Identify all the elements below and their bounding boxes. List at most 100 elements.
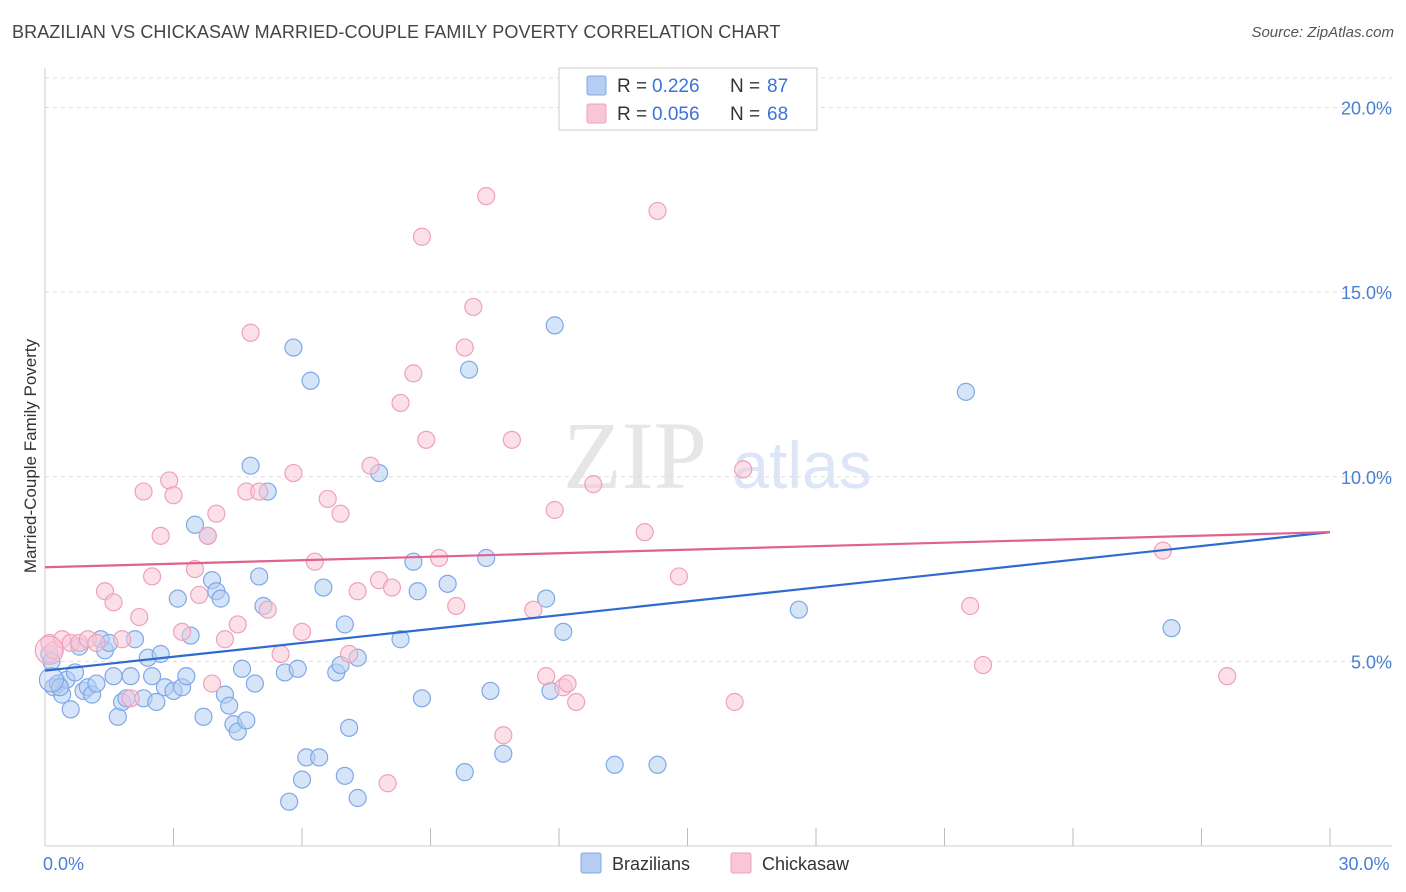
correlation-legend: R = 0.226 N = 87 R = 0.056 N = 68 [558, 67, 818, 131]
chickasaw-point [207, 504, 226, 523]
brazilians-point [168, 589, 187, 608]
chickasaw-point [112, 630, 132, 649]
watermark-atlas: atlas [732, 428, 871, 502]
series-label-chickasaw: Chickasaw [762, 854, 850, 874]
brazilians-point [477, 548, 496, 568]
chickasaw-point [537, 667, 556, 686]
brazilians-point [104, 667, 123, 686]
chickasaw-point [104, 593, 123, 612]
brazilians-point [554, 622, 573, 641]
brazilians-point [211, 589, 230, 608]
chickasaw-point [190, 585, 209, 605]
brazilians-point [194, 707, 213, 726]
chickasaw-point [973, 655, 993, 675]
chickasaw-point [318, 489, 337, 509]
chickasaw-point [250, 482, 269, 501]
brazilians-point [391, 630, 410, 649]
brazilians-point [61, 700, 80, 719]
brazilians-point [250, 567, 269, 586]
chickasaw-point [271, 644, 290, 664]
brazilians-point [438, 574, 457, 593]
brazilians-point [121, 667, 140, 686]
brazilians-point [408, 582, 427, 601]
chickasaw-point [391, 393, 410, 413]
brazilians-point [237, 711, 256, 730]
chickasaw-point [151, 526, 170, 545]
brazilians-point [280, 792, 299, 811]
chickasaw-point [134, 482, 153, 501]
brazilians-point [335, 766, 354, 785]
chickasaw-point [185, 559, 205, 579]
chickasaw-point [648, 201, 667, 221]
tick-labels: 5.0% 10.0% 15.0% 20.0% 0.0% 30.0% [43, 99, 1392, 874]
legend-n-label-pink: N = [730, 104, 760, 125]
legend-swatch-pink [586, 103, 607, 124]
brazilians-point [292, 770, 312, 789]
gridlines [45, 77, 1392, 662]
brazilians-point [545, 316, 564, 335]
chickasaw-point [455, 338, 474, 357]
brazilians-point [459, 360, 479, 379]
chickasaw-point [567, 692, 586, 712]
y-tick-label: 20.0% [1341, 99, 1392, 119]
chickasaw-point [258, 600, 277, 619]
brazilians-point [232, 659, 252, 678]
brazilians-point [494, 744, 513, 763]
brazilians-point [151, 644, 170, 664]
chickasaw-point [340, 644, 359, 664]
series-swatch-brazilians [580, 852, 602, 874]
chickasaw-point [494, 726, 513, 745]
brazilians-point [177, 667, 196, 686]
legend-n-value-pink: 68 [767, 104, 788, 125]
brazilians-point [789, 600, 808, 619]
legend-n-label-blue: N = [730, 76, 760, 97]
brazilians-point [335, 615, 354, 634]
chickasaw-point [725, 692, 744, 712]
chickasaw-point [215, 630, 234, 649]
brazilians-point [185, 515, 205, 534]
brazilians-point [288, 659, 307, 678]
y-tick-label: 5.0% [1351, 652, 1392, 672]
chickasaw-point [558, 674, 577, 693]
chickasaw-point [412, 227, 432, 246]
chickasaw-point [464, 297, 483, 317]
chickasaw-point [305, 552, 324, 571]
chickasaw-point [382, 578, 402, 597]
trend-lines [44, 531, 1331, 672]
chickasaw-point [477, 187, 496, 206]
chickasaw-point [961, 596, 980, 616]
brazilians-point [142, 667, 162, 686]
brazilians-point [605, 755, 624, 774]
brazilians-point [481, 681, 500, 701]
chickasaw-point [164, 486, 183, 505]
brazilians-point [245, 674, 264, 693]
y-axis-title: Married-Couple Family Poverty [21, 338, 40, 573]
chart-title: BRAZILIAN VS CHICKASAW MARRIED-COUPLE FA… [12, 22, 781, 42]
chickasaw-point [284, 463, 303, 483]
brazilians-point [537, 589, 556, 608]
y-tick-label: 10.0% [1341, 468, 1392, 488]
chickasaw-point [202, 674, 222, 693]
brazilians-point [87, 674, 106, 693]
y-tick-label: 15.0% [1341, 283, 1392, 303]
chickasaw-point [669, 567, 689, 586]
chickasaw-point [1218, 667, 1237, 686]
chickasaw-point [361, 456, 380, 475]
series-legend: Brazilians Chickasaw [580, 852, 850, 874]
legend-r-label-blue: R = [617, 76, 647, 97]
brazilians-trend-line [44, 531, 1331, 672]
chickasaw-point [502, 430, 521, 449]
brazilians-point [241, 456, 260, 475]
legend-swatch-blue [586, 75, 607, 96]
brazilians-points [38, 316, 1181, 811]
series-swatch-chickasaw [730, 852, 752, 874]
chickasaw-point [447, 596, 466, 616]
brazilians-point [1162, 619, 1181, 638]
chickasaw-point-cluster [34, 635, 64, 665]
chickasaw-point [121, 689, 140, 708]
chickasaw-point [331, 504, 350, 523]
brazilians-point [301, 371, 320, 390]
chickasaw-point [584, 475, 603, 494]
chickasaw-point [545, 500, 564, 520]
